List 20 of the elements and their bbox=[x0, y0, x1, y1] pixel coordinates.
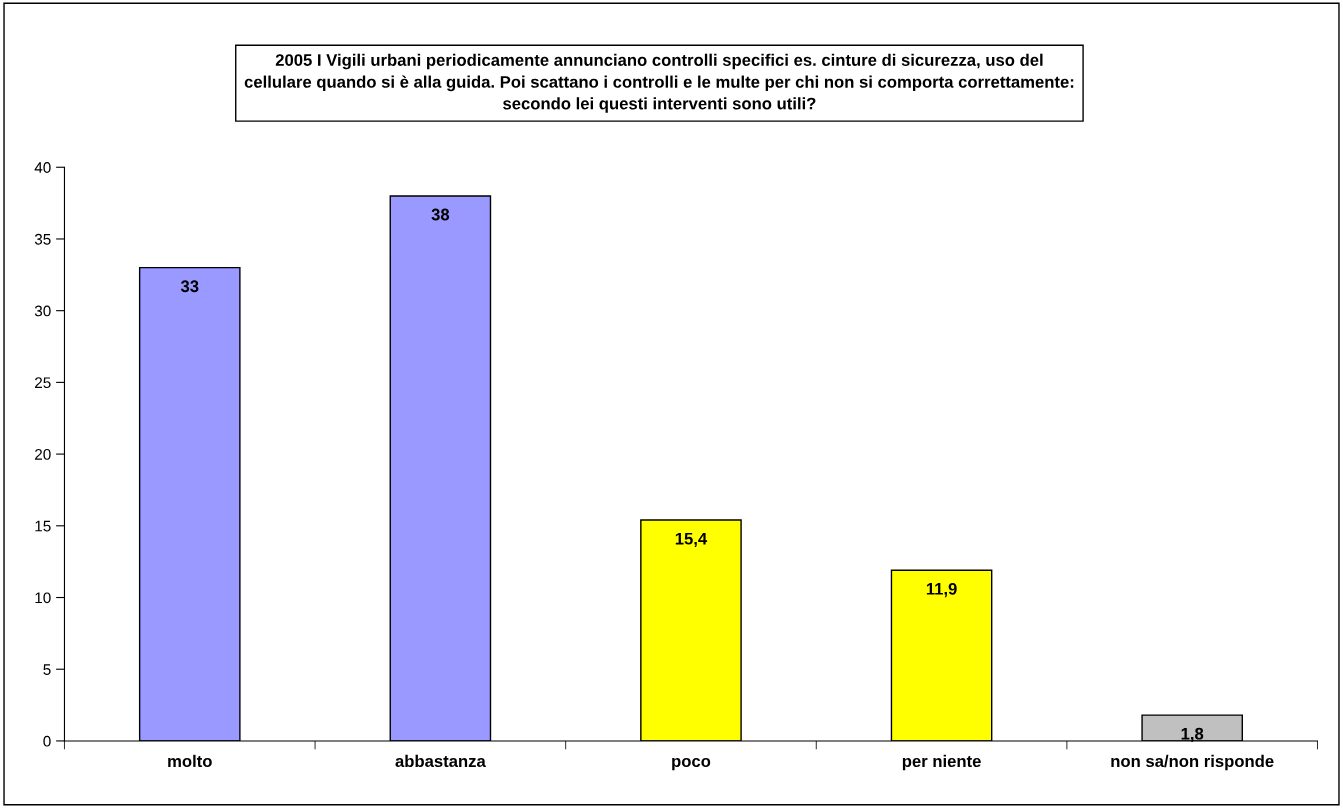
y-tick-label: 15 bbox=[35, 520, 51, 532]
x-tick-label: per niente bbox=[902, 754, 981, 771]
data-label: 1,8 bbox=[1181, 727, 1204, 743]
y-tick-label: 25 bbox=[35, 377, 51, 389]
data-label: 33 bbox=[180, 280, 199, 293]
y-tick-label: 20 bbox=[35, 448, 51, 460]
y-tick-label: 30 bbox=[34, 305, 51, 317]
x-tick-label: molto bbox=[168, 754, 212, 768]
chart-title: 2005 I Vigili urbani periodicamente annunciano controlli specifici es. cinture di sicurezza, uso del cellulare quando si è alla guida. Poi scattano i controlli e le multe per chi non si comporta correttamente: secondo lei questi interventi sono utili? bbox=[244, 53, 1074, 113]
data-label: 11,9 bbox=[926, 582, 957, 598]
y-tick-label: 10 bbox=[35, 592, 51, 604]
y-tick-label: 40 bbox=[34, 162, 51, 173]
data-label: 38 bbox=[431, 208, 450, 221]
x-tick-label: poco bbox=[672, 757, 711, 771]
data-label: 15,4 bbox=[675, 532, 708, 547]
y-tick-label: 35 bbox=[34, 233, 51, 245]
y-tick-label: 0 bbox=[43, 735, 51, 747]
y-tick-label: 5 bbox=[43, 664, 51, 675]
x-tick-label: non sa/non risponde bbox=[1111, 754, 1274, 771]
x-tick-label: abbastanza bbox=[395, 754, 486, 768]
